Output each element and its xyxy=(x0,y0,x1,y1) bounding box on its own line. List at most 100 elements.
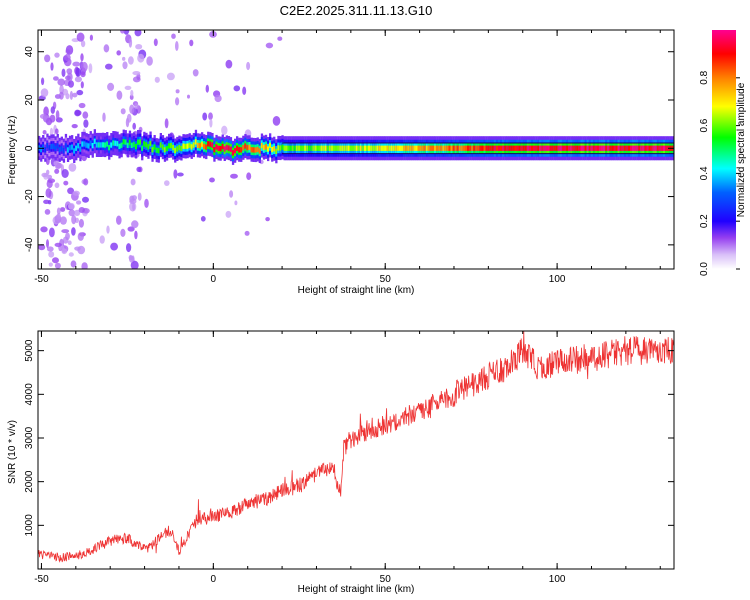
spectrogram-noise-blob xyxy=(137,192,142,201)
spectrogram-ridge-cell xyxy=(636,145,639,151)
spectrogram-ridge-cell xyxy=(405,145,408,151)
spectrogram-ridge-cell xyxy=(632,145,635,151)
spectrogram-noise-blob xyxy=(189,39,194,47)
spectrogram-noise-blob xyxy=(56,213,61,220)
spectrogram-ridge-cell xyxy=(392,145,396,151)
spectrogram-noise-blob xyxy=(49,227,55,238)
spectrogram-ridge-cell xyxy=(438,145,441,151)
spectrogram-heat-layer xyxy=(38,30,674,269)
spectrogram-noise-blob xyxy=(128,38,133,48)
spectrogram-ridge-cell xyxy=(99,142,103,148)
spectrogram-noise-blob xyxy=(68,80,74,88)
spectrogram-ridge-cell xyxy=(118,143,121,149)
spectrogram-ridge-cell xyxy=(343,145,346,151)
spectrogram-noise-blob xyxy=(42,130,47,135)
spectrogram-ridge-cell xyxy=(330,145,334,151)
spectrogram-ridge-cell xyxy=(574,145,577,151)
spectrogram-ridge-cell xyxy=(147,144,150,150)
spectrogram-ridge-cell xyxy=(380,145,383,151)
spectrogram-ridge-cell xyxy=(240,147,243,153)
spectrogram-ridge-cell xyxy=(260,142,264,149)
spectrogram-ridge-cell xyxy=(75,145,78,151)
spectrogram-ridge-cell xyxy=(165,145,169,152)
spectrogram-ridge-cell xyxy=(234,148,237,154)
spectrogram-ridge-cell xyxy=(533,145,536,151)
spectrogram-ridge-cell xyxy=(384,145,387,151)
spectrogram-ridge-cell xyxy=(634,145,637,151)
spectrogram-noise-blob xyxy=(80,71,86,78)
spectrogram-noise-blob xyxy=(78,207,86,213)
spectrogram-ridge-cell xyxy=(537,145,540,151)
spectrogram-ridge-cell xyxy=(316,145,319,151)
spectrogram-noise-blob xyxy=(230,173,238,179)
spectrogram-ridge-cell xyxy=(607,145,610,151)
spectrogram-noise-blob xyxy=(83,119,89,128)
x-tick-label: -50 xyxy=(34,574,49,585)
spectrogram-ridge-cell xyxy=(318,145,321,151)
spectrogram-noise-blob xyxy=(132,71,141,76)
spectrogram-ridge-cell xyxy=(423,145,426,151)
spectrogram-noise-blob xyxy=(67,187,75,195)
spectrogram-noise-blob xyxy=(110,242,118,251)
spectrogram-noise-blob xyxy=(153,38,158,47)
spectrogram-ridge-cell xyxy=(487,145,490,151)
spectrogram-noise-blob xyxy=(48,262,53,267)
spectrogram-ridge-cell xyxy=(258,148,261,154)
spectrogram-ridge-cell xyxy=(339,145,342,151)
spectrogram-ridge-cell xyxy=(378,145,381,151)
spectrogram-ridge-cell xyxy=(335,145,338,151)
spectrogram-noise-blob xyxy=(200,216,206,222)
spectrogram-ridge-cell xyxy=(376,145,379,151)
spectrogram-axes: -50 0 50 100 -40 -20 0 20 40 xyxy=(24,30,674,285)
spectrogram-ridge-cell xyxy=(506,145,509,151)
spectrogram-ridge-cell xyxy=(114,140,117,146)
spectrogram-ridge-cell xyxy=(627,145,631,151)
spectrogram-noise-blob xyxy=(134,102,139,110)
spectrogram-noise-blob xyxy=(68,163,77,172)
spectrogram-ridge-cell xyxy=(370,145,373,151)
spectrogram-ridge-cell xyxy=(471,145,474,151)
spectrogram-ridge-cell xyxy=(203,143,206,149)
spectrogram-ridge-cell xyxy=(58,147,61,153)
spectrogram-ridge-cell xyxy=(50,143,53,150)
y-tick-label: -40 xyxy=(24,237,35,252)
spectrogram-ridge-cell xyxy=(572,145,575,151)
spectrogram-ridge-cell xyxy=(273,146,276,152)
spectrogram-ridge-cell xyxy=(394,145,398,151)
spectrogram-ridge-cell xyxy=(54,145,57,151)
spectrogram-noise-blob xyxy=(129,104,135,114)
spectrogram-noise-blob xyxy=(102,112,106,122)
colorbar-gradient xyxy=(712,30,736,269)
spectrogram-ridge-cell xyxy=(663,145,666,151)
spectrogram-ridge-cell xyxy=(312,145,315,151)
spectrogram-ridge-cell xyxy=(112,140,115,146)
spectrogram-noise-blob xyxy=(71,227,76,236)
spectrogram-ridge-cell xyxy=(289,145,292,151)
spectrogram-noise-blob xyxy=(54,262,61,269)
spectrogram-noise-blob xyxy=(59,216,67,225)
spectrogram-ridge-cell xyxy=(485,145,488,151)
spectrogram-noise-blob xyxy=(71,214,77,225)
spectrogram-ridge-cell xyxy=(465,145,468,151)
spectrogram-ridge-cell xyxy=(267,146,270,152)
spectrogram-ridge-cell xyxy=(557,145,561,151)
colorbar-tick-label: 0.8 xyxy=(699,70,710,84)
spectrogram-ridge-cell xyxy=(514,145,517,151)
spectrogram-noise-blob xyxy=(72,92,78,98)
spectrogram-noise-blob xyxy=(46,239,49,249)
spectrogram-ridge-cell xyxy=(473,145,476,151)
spectrogram-ridge-cell xyxy=(157,148,160,154)
spectrogram-ridge-cell xyxy=(432,145,435,151)
spectrogram-ridge-cell xyxy=(143,141,146,147)
spectrogram-ridge-cell xyxy=(648,145,651,151)
spectrogram-ridge-cell xyxy=(363,145,367,151)
spectrogram-ridge-cell xyxy=(89,140,92,146)
x-tick-label: 0 xyxy=(211,274,217,285)
spectrogram-noise-blob xyxy=(107,82,115,91)
spectrogram-ridge-cell xyxy=(293,145,297,151)
spectrogram-ridge-cell xyxy=(106,141,109,147)
y-tick-label: 40 xyxy=(24,46,35,58)
spectrogram-ridge-cell xyxy=(615,145,618,151)
spectrogram-noise-blob xyxy=(214,94,222,103)
spectrogram-noise-blob xyxy=(46,246,54,252)
